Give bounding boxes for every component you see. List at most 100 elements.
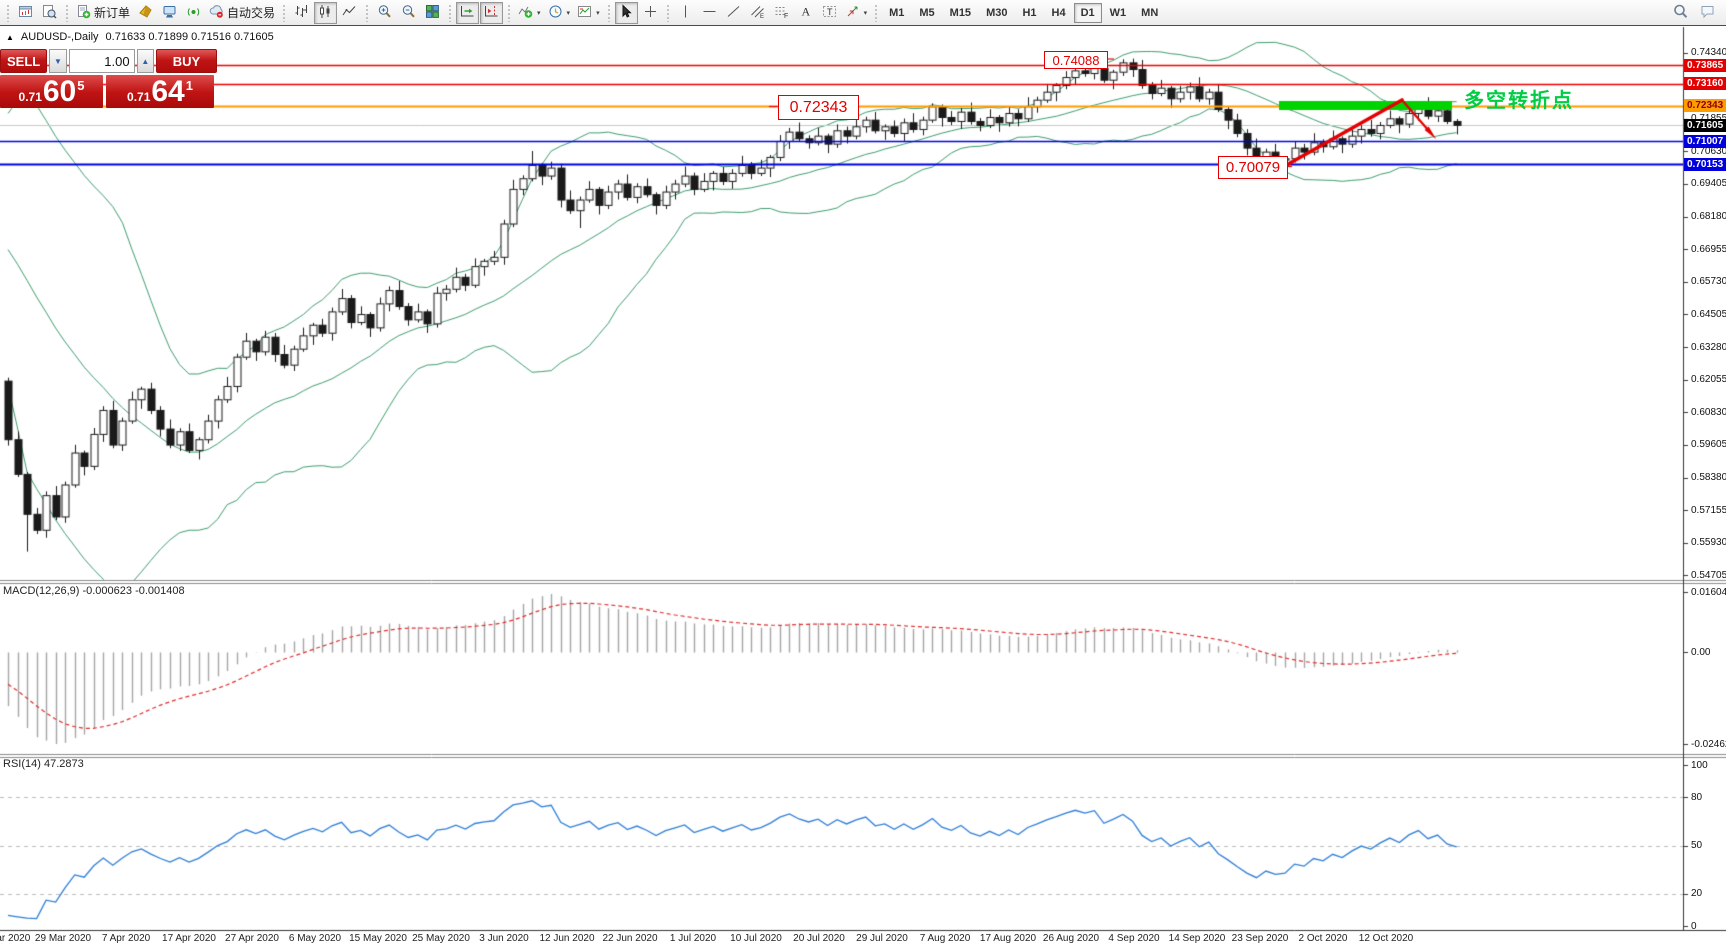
volume-decrease-button[interactable]: ▼: [49, 49, 67, 73]
price-axis-tick-label: 0.55930: [1691, 537, 1726, 549]
equidistant-channel-button[interactable]: E: [746, 2, 769, 24]
chart-title-row: ▲ AUDUSD-,Daily 0.71633 0.71899 0.71516 …: [6, 31, 274, 43]
rsi-axis-label: 0: [1691, 920, 1697, 932]
date-axis-label: 12 Jun 2020: [539, 933, 595, 943]
macd-axis-label: 0.00: [1691, 646, 1711, 658]
bar-chart-mode-button[interactable]: [290, 2, 313, 24]
price-callout-label[interactable]: 0.74088: [1044, 51, 1108, 69]
chart-title: AUDUSD-,Daily: [20, 31, 99, 43]
svg-text:E: E: [760, 14, 764, 19]
price-callout-label[interactable]: 0.70079: [1218, 156, 1288, 179]
date-axis-label: 23 Sep 2020: [1231, 933, 1289, 943]
one-click-trading-panel: SELL ▼ ▲ BUY 0.71 60 5 0.71 64 1: [0, 49, 217, 108]
timeframe-m1-button[interactable]: M1: [882, 3, 911, 23]
date-axis-label: 29 Jul 2020: [856, 933, 908, 943]
chevron-down-icon[interactable]: ▾: [863, 9, 868, 17]
timeframe-h1-button[interactable]: H1: [1015, 3, 1043, 23]
date-axis-label: 3 Jun 2020: [479, 933, 529, 943]
sell-price-prefix: 0.71: [18, 90, 42, 104]
chart-shift-icon: [484, 4, 499, 22]
timeframe-m15-button[interactable]: M15: [943, 3, 978, 23]
price-axis-tick-label: 0.62055: [1691, 374, 1726, 386]
text-button[interactable]: A: [794, 2, 817, 24]
horizontal-line-button[interactable]: [698, 2, 721, 24]
chart-shift-button[interactable]: [480, 1, 504, 24]
date-axis-label: 29 Mar 2020: [34, 933, 92, 943]
fibonacci-retracement-button[interactable]: F: [770, 2, 793, 24]
auto-trading-icon: [209, 4, 224, 22]
timeframe-m30-button[interactable]: M30: [979, 3, 1014, 23]
charts-window-button[interactable]: [14, 2, 37, 24]
sell-button[interactable]: SELL: [0, 49, 48, 73]
toolbar-separator: [282, 3, 287, 22]
macd-indicator-label: MACD(12,26,9) -0.000623 -0.001408: [3, 585, 185, 597]
one-click-panel-toggle-icon[interactable]: ▲: [6, 32, 14, 42]
data-window-button[interactable]: [38, 2, 61, 24]
date-axis-label: 2 Oct 2020: [1298, 933, 1348, 943]
price-axis-tick-label: 0.59605: [1691, 439, 1726, 451]
signals-button[interactable]: [182, 2, 205, 24]
candlestick-mode-button[interactable]: [314, 1, 338, 24]
timeframe-d1-button[interactable]: D1: [1073, 2, 1102, 23]
date-axis-label: 12 Oct 2020: [1358, 933, 1414, 943]
price-axis-tick-label: 0.57155: [1691, 504, 1726, 516]
vertical-line-button[interactable]: [674, 2, 697, 24]
new-order-button[interactable]: 新订单: [73, 2, 133, 24]
templates-button[interactable]: ▾: [574, 2, 603, 24]
chat-button[interactable]: [1696, 2, 1719, 24]
date-axis-label: 9 Mar 2020: [0, 933, 31, 943]
trendline-icon: [726, 4, 741, 22]
indicators-button[interactable]: ▾: [515, 2, 544, 24]
trendline-button[interactable]: [722, 2, 745, 24]
rsi-axis-label: 100: [1691, 759, 1708, 771]
auto-trading-button[interactable]: 自动交易: [206, 2, 278, 24]
tile-windows-icon: [425, 4, 440, 22]
bar-chart-mode-icon: [294, 4, 309, 22]
chat-icon: [1700, 4, 1715, 22]
timeframe-m5-button[interactable]: M5: [912, 3, 941, 23]
zoom-out-icon: [401, 4, 416, 22]
timeframe-w1-button[interactable]: W1: [1103, 3, 1134, 23]
line-chart-mode-button[interactable]: [338, 2, 361, 24]
periods-button[interactable]: ▾: [545, 2, 574, 24]
svg-text:A: A: [801, 4, 810, 18]
text-label-button[interactable]: T: [818, 2, 841, 24]
timeframe-h4-button[interactable]: H4: [1045, 3, 1073, 23]
timeframe-mn-button[interactable]: MN: [1134, 3, 1165, 23]
volume-increase-button[interactable]: ▲: [136, 49, 154, 73]
data-window-icon: [42, 4, 57, 22]
auto-trading-label: 自动交易: [227, 6, 276, 20]
zoom-in-button[interactable]: [373, 2, 396, 24]
auto-scroll-button[interactable]: [456, 1, 480, 24]
cursor-button[interactable]: [614, 1, 638, 24]
chevron-down-icon[interactable]: ▾: [537, 9, 541, 17]
zoom-out-button[interactable]: [397, 2, 420, 24]
crosshair-icon: [643, 4, 658, 22]
arrows-icon: [845, 4, 860, 22]
turning-point-annotation[interactable]: 多空转折点: [1464, 90, 1574, 112]
toolbar-separator: [606, 3, 611, 22]
tile-windows-button[interactable]: [421, 2, 444, 24]
date-axis-label: 7 Apr 2020: [101, 933, 151, 943]
turning-point-zone[interactable]: [1279, 101, 1452, 110]
chevron-down-icon[interactable]: ▾: [566, 9, 571, 17]
price-level-badge: 0.70153: [1684, 157, 1726, 171]
price-axis-tick-label: 0.70630: [1691, 145, 1726, 157]
virtual-hosting-button[interactable]: [158, 2, 181, 24]
search-button[interactable]: [1669, 2, 1692, 24]
buy-price[interactable]: 0.71 64 1: [106, 75, 214, 108]
volume-input[interactable]: [68, 49, 135, 73]
buy-button[interactable]: BUY: [155, 49, 217, 73]
price-axis-tick-label: 0.69405: [1691, 178, 1726, 190]
price-level-badge: 0.71007: [1684, 134, 1726, 148]
crosshair-button[interactable]: [639, 2, 662, 24]
sell-price[interactable]: 0.71 60 5: [0, 75, 103, 108]
chevron-down-icon[interactable]: ▾: [596, 9, 600, 17]
charts-window-icon: [18, 4, 33, 22]
date-axis-label: 20 Jul 2020: [793, 933, 845, 943]
market-button[interactable]: [134, 2, 157, 24]
arrows-button[interactable]: ▾: [842, 2, 871, 24]
price-callout-label[interactable]: 0.72343: [778, 95, 859, 120]
